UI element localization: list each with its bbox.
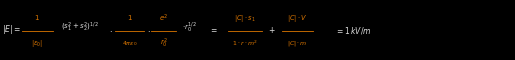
Text: $e^2$: $e^2$ <box>159 12 168 24</box>
Text: $r_0^2$: $r_0^2$ <box>160 37 168 50</box>
Text: $|C|\cdot m$: $|C|\cdot m$ <box>287 39 308 48</box>
Text: $\cdot$: $\cdot$ <box>146 26 150 34</box>
Text: $|C|\cdot s_1$: $|C|\cdot s_1$ <box>234 12 255 24</box>
Text: $1$: $1$ <box>34 14 40 22</box>
Text: $+$: $+$ <box>268 25 276 35</box>
Text: $(s_1^2+s_2^2)^{1/2}$: $(s_1^2+s_2^2)^{1/2}$ <box>61 20 99 34</box>
Text: $1$: $1$ <box>127 14 133 22</box>
Text: $= 1\,kV/m$: $= 1\,kV/m$ <box>335 24 371 36</box>
Text: $4\pi\varepsilon_0$: $4\pi\varepsilon_0$ <box>122 39 138 48</box>
Text: $1\cdot r\cdot m^2$: $1\cdot r\cdot m^2$ <box>232 39 258 48</box>
Text: $\cdot r_0^{1/2}$: $\cdot r_0^{1/2}$ <box>182 20 196 34</box>
Text: $|C|\cdot V$: $|C|\cdot V$ <box>287 12 308 24</box>
Text: $|\varepsilon_0|$: $|\varepsilon_0|$ <box>31 38 43 49</box>
Text: $\cdot$: $\cdot$ <box>109 26 113 34</box>
Text: $=$: $=$ <box>209 26 218 34</box>
Text: $|E| =$: $|E| =$ <box>2 24 21 36</box>
